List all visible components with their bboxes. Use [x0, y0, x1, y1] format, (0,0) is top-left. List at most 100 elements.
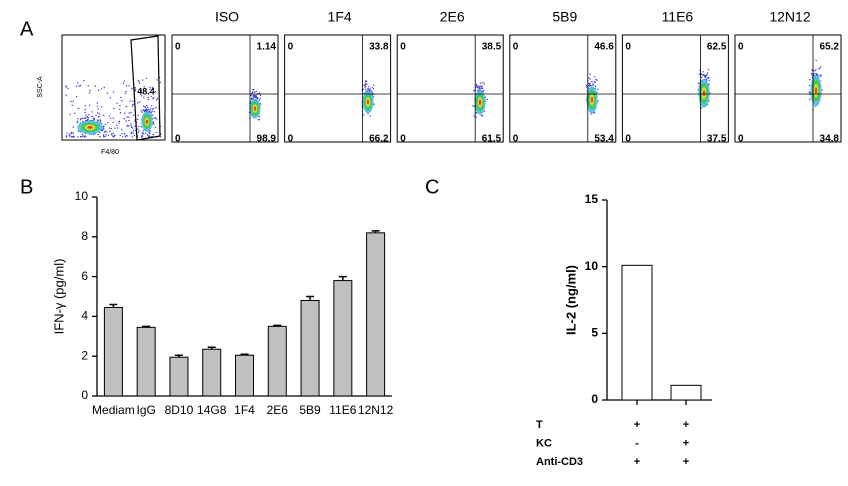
quadrant-value: 0: [513, 134, 519, 145]
cell-dot: [142, 109, 145, 111]
cell-dot: [476, 84, 478, 87]
cell-dot: [250, 94, 252, 97]
condition-value: +: [634, 419, 640, 431]
bar: [235, 354, 254, 397]
cell-dot: [66, 132, 68, 135]
cell-dot: [137, 102, 139, 104]
cell-dot: [146, 104, 148, 107]
cell-dot: [103, 135, 105, 137]
cell-dot: [137, 125, 140, 128]
cell-dot: [112, 121, 114, 124]
y-tick-label: 0: [81, 388, 88, 402]
quadrant-value: 0: [738, 134, 744, 145]
cell-dot: [109, 117, 112, 119]
gate: [130, 35, 161, 141]
cell-dot: [252, 97, 255, 99]
cell-dot: [108, 130, 111, 133]
quadrant-value: 65.2: [820, 42, 840, 53]
quadrant-value: 61.5: [482, 134, 502, 145]
cell-dot: [71, 104, 73, 107]
cell-dot: [708, 76, 710, 79]
cell-dot: [480, 114, 483, 117]
cell-dot: [112, 91, 115, 93]
cell-dot: [132, 104, 134, 106]
cell-dot: [89, 89, 91, 92]
cell-dot: [110, 133, 113, 135]
cell-dot: [103, 131, 106, 133]
cell-dot: [131, 105, 134, 108]
cell-dot: [72, 100, 74, 102]
plot-title: 1F4: [328, 9, 352, 25]
cell-dot: [67, 87, 69, 90]
quadrant-value: 38.5: [482, 42, 502, 53]
cell-dot: [591, 85, 593, 87]
cell-dot: [86, 119, 89, 121]
cell-dot: [259, 94, 262, 96]
cell-dot: [130, 124, 132, 127]
cell-dot: [364, 83, 366, 86]
cell-dot: [706, 72, 709, 74]
cell-dot: [100, 106, 103, 108]
y-axis-label: IL-2 (ng/ml): [563, 265, 578, 335]
condition-value: +: [683, 419, 689, 431]
cell-dot: [143, 86, 145, 88]
cell-dot: [256, 97, 259, 99]
cell-dot: [88, 113, 90, 116]
cell-dot: [707, 69, 710, 71]
cell-dot: [595, 78, 597, 81]
cell-dot: [91, 111, 93, 113]
error-bar: [207, 346, 216, 350]
cell-dot: [156, 79, 158, 81]
plot-frame: [509, 34, 617, 143]
cell-dot: [131, 136, 134, 138]
quadrant-value: 98.9: [257, 134, 277, 145]
y-axis-label: IFN-γ (pg/ml): [51, 259, 66, 335]
cell-dot: [816, 73, 818, 75]
cell-dot: [85, 117, 87, 119]
cell-dot: [372, 87, 375, 90]
cell-dot: [594, 76, 596, 78]
cell-dot: [370, 90, 372, 92]
cell-dot: [134, 125, 136, 127]
cell-dot: [103, 127, 105, 129]
cell-cloud: [140, 104, 155, 134]
plot-title: 2E6: [440, 9, 465, 25]
cell-dot: [92, 118, 95, 120]
cell-dot: [594, 85, 597, 88]
cell-dot: [159, 81, 162, 84]
cell-dot: [481, 115, 484, 117]
quadrant-value: 34.8: [820, 134, 840, 145]
cell-dot: [110, 127, 112, 130]
cell-dot: [149, 130, 151, 132]
cell-dot: [78, 85, 80, 87]
plot-title: ISO: [215, 9, 239, 25]
bar: [103, 306, 123, 397]
cell-dot: [123, 118, 126, 120]
cell-dot: [597, 100, 599, 103]
cell-dot: [99, 119, 101, 121]
cell-dot: [366, 83, 368, 85]
condition-value: +: [683, 456, 689, 468]
cell-dot: [121, 128, 123, 131]
cell-dot: [369, 88, 371, 90]
cell-dot: [151, 105, 153, 107]
cell-dot: [704, 74, 707, 77]
cell-dot: [75, 96, 78, 98]
quadrant-value: 0: [400, 134, 406, 145]
bar: [333, 280, 353, 397]
cell-dot: [102, 114, 105, 117]
cell-dot: [363, 84, 365, 87]
cell-dot: [96, 105, 99, 108]
cell-dot: [82, 117, 84, 120]
cell-dot: [73, 136, 75, 138]
cell-dot: [152, 97, 154, 100]
cell-dot: [585, 86, 588, 89]
quadrant-value: 46.6: [594, 42, 614, 53]
cell-dot: [137, 114, 140, 117]
cell-dot: [141, 111, 143, 113]
cell-dot: [71, 133, 73, 135]
cell-dot: [154, 126, 156, 129]
cell-dot: [123, 80, 125, 82]
y-tick-label: 15: [585, 192, 599, 206]
cell-cloud: [361, 80, 375, 117]
